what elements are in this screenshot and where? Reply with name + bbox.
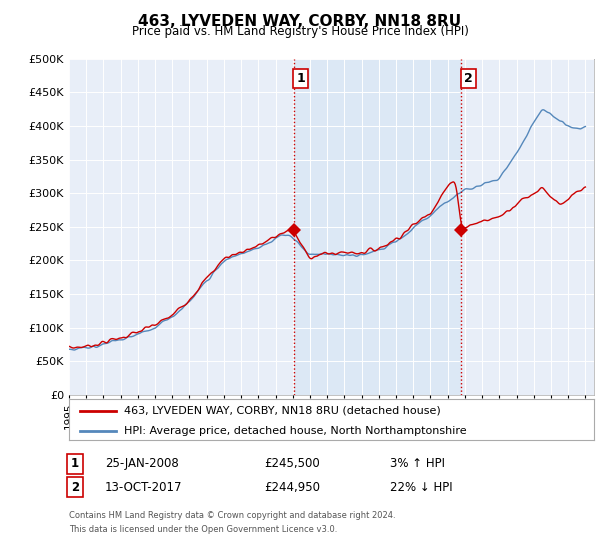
Text: 2: 2	[71, 480, 79, 494]
Text: 3% ↑ HPI: 3% ↑ HPI	[390, 457, 445, 470]
Bar	[294, 59, 461, 395]
Text: 25-JAN-2008: 25-JAN-2008	[105, 457, 179, 470]
Text: 1: 1	[296, 72, 305, 85]
Text: £244,950: £244,950	[264, 480, 320, 494]
Text: HPI: Average price, detached house, North Northamptonshire: HPI: Average price, detached house, Nort…	[124, 426, 467, 436]
Text: 2: 2	[464, 72, 473, 85]
Text: Price paid vs. HM Land Registry's House Price Index (HPI): Price paid vs. HM Land Registry's House …	[131, 25, 469, 38]
Text: 22% ↓ HPI: 22% ↓ HPI	[390, 480, 452, 494]
Text: 463, LYVEDEN WAY, CORBY, NN18 8RU: 463, LYVEDEN WAY, CORBY, NN18 8RU	[139, 14, 461, 29]
Text: £245,500: £245,500	[264, 457, 320, 470]
Text: 1: 1	[71, 457, 79, 470]
Text: 463, LYVEDEN WAY, CORBY, NN18 8RU (detached house): 463, LYVEDEN WAY, CORBY, NN18 8RU (detac…	[124, 405, 441, 416]
Text: 13-OCT-2017: 13-OCT-2017	[105, 480, 182, 494]
Text: Contains HM Land Registry data © Crown copyright and database right 2024.: Contains HM Land Registry data © Crown c…	[69, 511, 395, 520]
Text: This data is licensed under the Open Government Licence v3.0.: This data is licensed under the Open Gov…	[69, 525, 337, 534]
